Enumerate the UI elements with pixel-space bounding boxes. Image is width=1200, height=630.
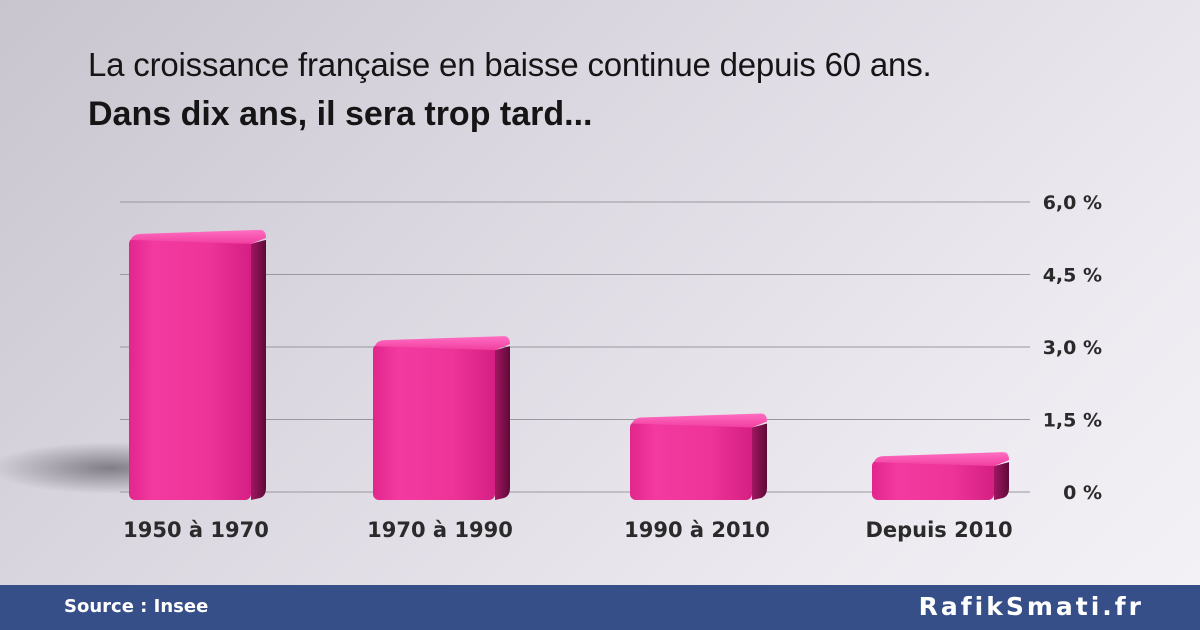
x-category-label: Depuis 2010 (865, 518, 1012, 542)
x-category-label: 1970 à 1990 (367, 518, 513, 542)
bar-top (131, 229, 266, 244)
bar-front (630, 421, 752, 500)
bar-front (872, 460, 994, 500)
bar-top (632, 413, 767, 428)
bar (872, 452, 1009, 500)
x-category-label: 1950 à 1970 (123, 518, 269, 542)
chart-subtitle: Dans dix ans, il sera trop tard... (88, 95, 593, 133)
bar (373, 336, 510, 500)
y-tick-label: 4,5 % (1043, 265, 1102, 287)
bar-side (495, 346, 510, 500)
brand-link[interactable]: RafikSmati.fr (918, 592, 1144, 621)
bar-side (251, 239, 266, 501)
y-tick-label: 1,5 % (1043, 410, 1102, 432)
footer-bar: Source : Insee RafikSmati.fr (0, 585, 1200, 630)
source-label: Source : Insee (64, 596, 209, 617)
bar-side (994, 462, 1009, 500)
bar (630, 413, 767, 500)
bar-side (752, 423, 767, 500)
bar-front (373, 344, 495, 500)
bar-chart: 0 % 1,5 % 3,0 % 4,5 % 6,0 % 1950 à 1970 1970 à… (0, 192, 1102, 542)
bar-top (375, 336, 510, 351)
bar (129, 229, 266, 501)
bar-front (129, 237, 251, 501)
y-tick-label: 6,0 % (1043, 192, 1102, 214)
chart-title: La croissance française en baisse contin… (88, 46, 932, 83)
x-category-label: 1990 à 2010 (624, 518, 770, 542)
y-tick-label: 0 % (1063, 482, 1102, 504)
y-tick-label: 3,0 % (1043, 337, 1102, 359)
bar-top (874, 452, 1009, 467)
